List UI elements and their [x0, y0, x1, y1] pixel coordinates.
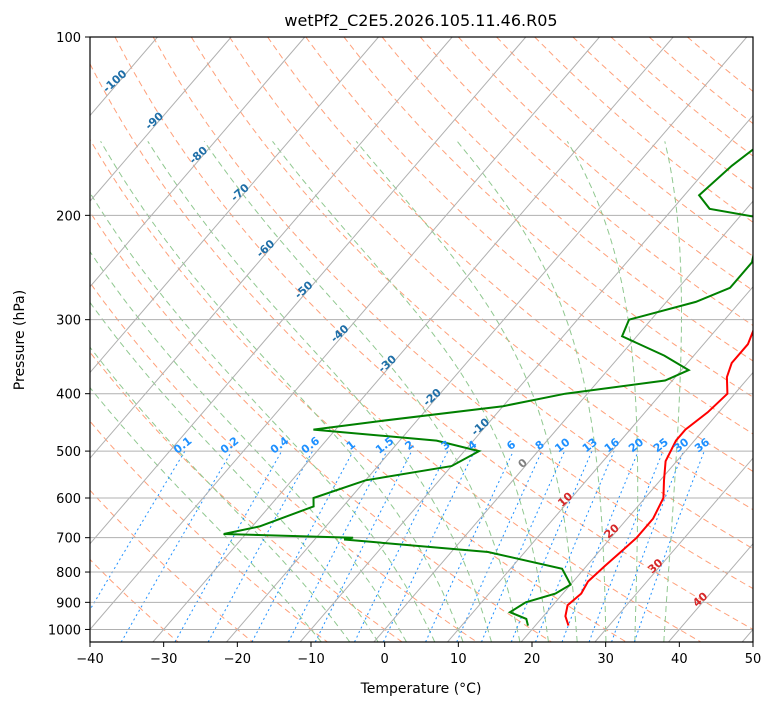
isotherm-line: [299, 114, 753, 642]
mixing-ratio-line: [456, 450, 543, 642]
isotherm-line: [90, 37, 232, 202]
dry-adiabat-line: [90, 138, 627, 642]
dry-adiabat-line: [90, 281, 478, 642]
x-axis-ticks: −40 −30 −20 −10 0 10 20 30 40 50: [76, 642, 761, 667]
x-tick-label: 50: [745, 652, 762, 667]
isotherm-line: [594, 457, 753, 642]
mixing-ratio-line: [633, 450, 705, 642]
y-tick-label: 500: [56, 445, 81, 460]
mixing-ratio-line: [174, 450, 283, 642]
x-tick-label: 20: [524, 652, 541, 667]
x-tick-label: −40: [76, 652, 103, 667]
y-tick-label: 100: [56, 31, 81, 46]
mixing-ratio-line: [354, 450, 449, 642]
dry-adiabats: [90, 37, 753, 642]
chart-title: wetPf2_C2E5.2026.105.11.46.R05: [284, 11, 557, 31]
mixing-ratio-line: [314, 450, 413, 642]
mixing-ratio-line: [207, 450, 314, 642]
dry-adiabat-line: [229, 37, 753, 511]
mixing-ratio-line: [510, 450, 593, 642]
isotherm-line: [90, 37, 527, 545]
mixing-ratio-line: [588, 450, 664, 642]
y-tick-label: 700: [56, 532, 81, 547]
dry-adiabat-line: [458, 37, 753, 292]
y-tick-label: 900: [56, 596, 81, 611]
isotherm-line: [373, 200, 753, 642]
y-tick-label: 300: [56, 314, 81, 329]
temperature-profile: [564, 328, 753, 626]
mixing-ratio-line: [90, 450, 186, 611]
isotherm-line: [90, 37, 453, 459]
y-axis-ticks: 100 200 300 400 500 600 700 800 900 1000: [48, 31, 90, 638]
dry-adiabat-line: [152, 37, 753, 590]
isotherms: [90, 37, 753, 642]
mixing-ratio-line: [535, 450, 615, 642]
y-axis-label: Pressure (hPa): [12, 290, 28, 390]
isotherm-line: [90, 37, 379, 374]
x-tick-label: −30: [150, 652, 177, 667]
x-tick-label: 30: [597, 652, 614, 667]
dry-adiabat-line: [90, 62, 702, 642]
plot-frame: [89, 36, 754, 643]
mixing-ratio-line: [481, 450, 566, 642]
mixing-ratio-lines: [90, 450, 705, 642]
x-axis-label: Temperature (°C): [360, 681, 482, 697]
dry-adiabat-line: [114, 37, 753, 630]
x-tick-label: 10: [450, 652, 467, 667]
y-tick-label: 600: [56, 492, 81, 507]
dewpoint-profile: [223, 148, 753, 626]
mixing-ratio-line: [251, 450, 354, 642]
x-tick-label: −10: [297, 652, 324, 667]
dry-adiabat-line: [90, 420, 328, 642]
isotherm-line: [152, 37, 674, 642]
x-tick-label: 0: [381, 652, 389, 667]
pressure-gridlines: [90, 37, 753, 630]
y-tick-label: 200: [56, 209, 81, 224]
mixing-ratio-line: [287, 450, 388, 642]
y-tick-label: 800: [56, 566, 81, 581]
isotherm-line: [447, 286, 753, 642]
mixing-ratio-line: [561, 450, 639, 642]
dry-adiabat-line: [90, 558, 179, 642]
isotherm-line: [90, 37, 600, 631]
y-tick-label: 400: [56, 388, 81, 403]
mixing-ratio-line: [425, 450, 514, 642]
dry-adiabat-line: [267, 37, 753, 472]
plot-area: 0.1 0.2 0.4 0.6 1 1.5 2 3 4 6 8 10 13 16 20 25 30 36-100-…: [90, 37, 753, 642]
isotherm-line: [226, 37, 748, 642]
dry-adiabat-line: [90, 211, 552, 642]
sounding-series: [223, 148, 753, 626]
y-tick-label: 1000: [48, 623, 81, 638]
x-tick-label: −20: [224, 652, 251, 667]
isotherm-line: [520, 371, 753, 642]
dry-adiabat-line: [381, 37, 753, 362]
x-tick-label: 40: [671, 652, 688, 667]
dry-adiabat-line: [419, 37, 753, 327]
isotherm-line: [90, 37, 306, 288]
